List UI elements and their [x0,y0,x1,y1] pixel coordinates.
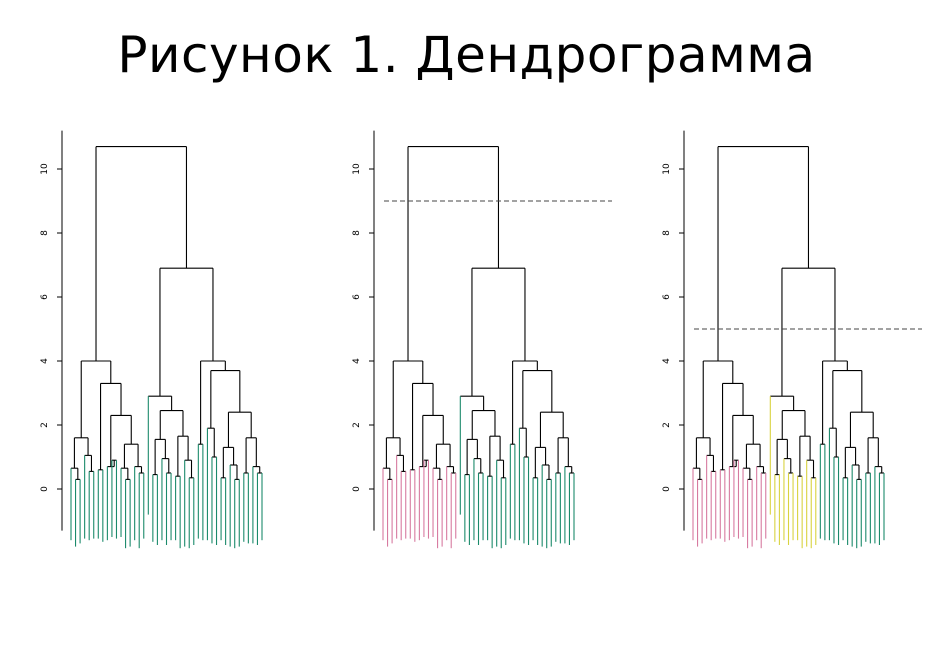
dendrogram-panel-two-clusters: 0 2 4 6 8 10 [352,130,612,549]
y-tick-label-4: 4 [40,358,50,364]
y-tick-label-0: 0 [662,486,672,492]
y-tick-label-10: 10 [662,163,672,175]
y-tick-label-8: 8 [40,230,50,236]
y-tick-label-8: 8 [662,230,672,236]
dendrogram-panel-uncut: 0 2 4 6 8 10 [40,130,263,549]
y-tick-label-0: 0 [40,486,50,492]
y-tick-label-6: 6 [662,294,672,300]
y-tick-label-2: 2 [40,422,50,428]
y-tick-label-10: 10 [40,163,50,175]
y-tick-label-0: 0 [352,486,362,492]
y-tick-label-4: 4 [662,358,672,364]
y-tick-label-6: 6 [352,294,362,300]
y-tick-label-4: 4 [352,358,362,364]
page-title: Рисунок 1. Дендрограмма [117,26,816,84]
y-tick-label-2: 2 [662,422,672,428]
y-tick-label-8: 8 [352,230,362,236]
dendrogram-panel-three-clusters: 0 2 4 6 8 10 [662,130,922,549]
y-tick-label-2: 2 [352,422,362,428]
y-tick-label-10: 10 [352,163,362,175]
y-tick-label-6: 6 [40,294,50,300]
